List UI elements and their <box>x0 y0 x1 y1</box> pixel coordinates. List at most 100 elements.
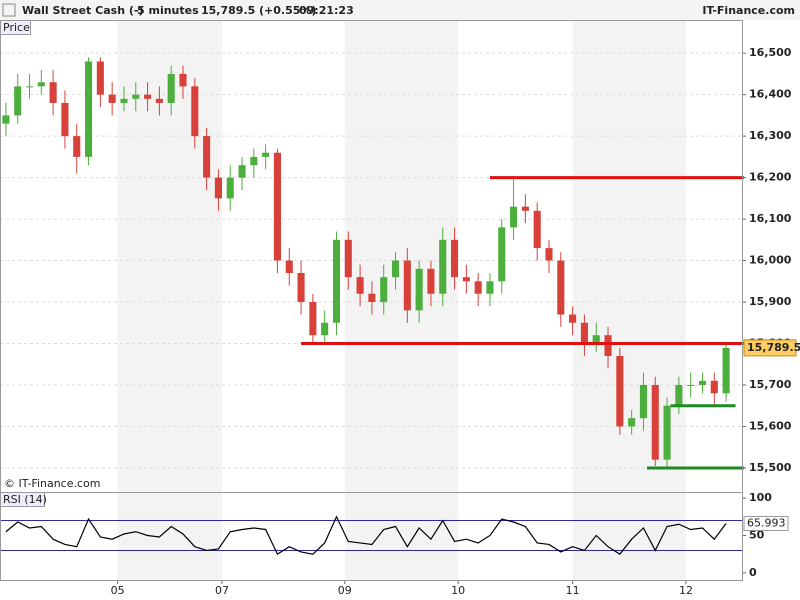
candle-body <box>179 73 187 87</box>
price: 15,789.5 <box>201 4 255 17</box>
x-tick-label: 05 <box>111 584 125 597</box>
last-price-label: 15,789.5 <box>747 341 800 354</box>
candle-body <box>403 260 411 311</box>
candle-body <box>545 248 553 261</box>
candle-body <box>238 165 246 178</box>
candle-body <box>451 239 459 278</box>
x-tick-label: 10 <box>451 584 465 597</box>
candle-body <box>191 86 199 137</box>
candle-body <box>155 98 163 103</box>
x-tick-label: 12 <box>679 584 693 597</box>
candle-body <box>61 102 69 137</box>
brand: IT-Finance.com <box>702 4 795 17</box>
candle-body <box>96 61 104 95</box>
panel-label-box <box>0 20 31 35</box>
candle-body <box>49 82 57 103</box>
y-tick-label: 16,000 <box>749 254 792 267</box>
y-tick-label: 16,400 <box>749 88 792 101</box>
candle-body <box>37 82 45 87</box>
panel-label: RSI (14) <box>3 493 47 506</box>
candle-body <box>510 206 518 228</box>
candle-body <box>557 260 565 315</box>
last-price-tag <box>743 339 797 357</box>
candle-body <box>85 61 93 157</box>
candle-body <box>474 281 482 294</box>
candle-body <box>710 380 718 394</box>
candle-body <box>628 418 636 427</box>
candle-body <box>262 152 270 157</box>
candle-body <box>285 260 293 274</box>
change: (+0.55%) <box>259 4 316 17</box>
candle-body <box>439 239 447 294</box>
candle-body <box>498 227 506 282</box>
candle-body <box>462 277 470 282</box>
candle-body <box>427 268 435 294</box>
candle-body <box>580 322 588 344</box>
candle-body <box>14 86 22 116</box>
x-tick-label: 07 <box>215 584 229 597</box>
candle-body <box>332 239 341 323</box>
candle-body <box>663 405 671 460</box>
y-tick-label: 50 <box>749 528 765 541</box>
panel-label: Price <box>3 21 30 34</box>
plot: 05070910111215,50015,60015,70015,80015,9… <box>0 46 800 597</box>
y-tick-label: 15,600 <box>749 419 792 432</box>
menu-icon[interactable] <box>2 3 16 17</box>
time: 09:21:23 <box>299 4 354 17</box>
candle-body <box>604 335 612 356</box>
candle-body <box>698 380 707 385</box>
candle-body <box>486 281 494 294</box>
y-tick-label: 15,700 <box>749 378 792 391</box>
day-band <box>572 492 686 580</box>
panel-label-box <box>0 492 45 507</box>
candle-body <box>321 322 329 336</box>
y-tick-label: 100 <box>749 491 772 504</box>
candle-body <box>108 94 116 103</box>
candle-body <box>203 136 211 178</box>
y-tick-label: 16,100 <box>749 212 792 225</box>
x-tick-label: 11 <box>566 584 580 597</box>
last-rsi-tag <box>743 516 789 532</box>
candle-body <box>297 273 305 303</box>
day-bands <box>117 20 686 580</box>
candle-body <box>675 384 683 406</box>
candle-body <box>273 152 281 261</box>
candle-body <box>368 293 376 303</box>
candle-body <box>120 98 128 103</box>
candle-body <box>2 115 10 124</box>
watermark: © IT-Finance.com <box>4 477 101 490</box>
candle-body <box>309 302 317 336</box>
candle-body <box>380 277 388 303</box>
candle-body <box>687 384 695 386</box>
header-bar <box>0 0 800 20</box>
y-tick-label: 15,500 <box>749 461 792 474</box>
candle-body <box>616 355 624 427</box>
x-tick-label: 09 <box>338 584 352 597</box>
candle-body <box>226 177 234 199</box>
rsi-line <box>5 515 727 556</box>
candle-body <box>569 314 577 323</box>
candle-body <box>344 239 352 278</box>
candle-body <box>639 384 647 419</box>
candle-body <box>144 94 152 99</box>
rsi-panel-frame <box>0 492 743 581</box>
y-tick-label: 16,200 <box>749 171 792 184</box>
y-tick-label: 16,500 <box>749 46 792 59</box>
candle-body <box>356 277 364 294</box>
candle-body <box>651 384 659 460</box>
candle-body <box>533 210 541 249</box>
candle-body <box>391 260 400 278</box>
instrument: Wall Street Cash (-) <box>22 4 143 17</box>
y-tick-label: 16,300 <box>749 129 792 142</box>
timeframe: 5 minutes <box>137 4 199 17</box>
candle-body <box>167 73 175 103</box>
y-tick-label: 0 <box>749 566 757 579</box>
candle-body <box>132 94 140 99</box>
day-band <box>117 492 222 580</box>
candle-body <box>73 136 81 157</box>
candle-body <box>214 177 222 199</box>
candle-body <box>521 206 529 211</box>
y-tick-label: 15,900 <box>749 295 792 308</box>
